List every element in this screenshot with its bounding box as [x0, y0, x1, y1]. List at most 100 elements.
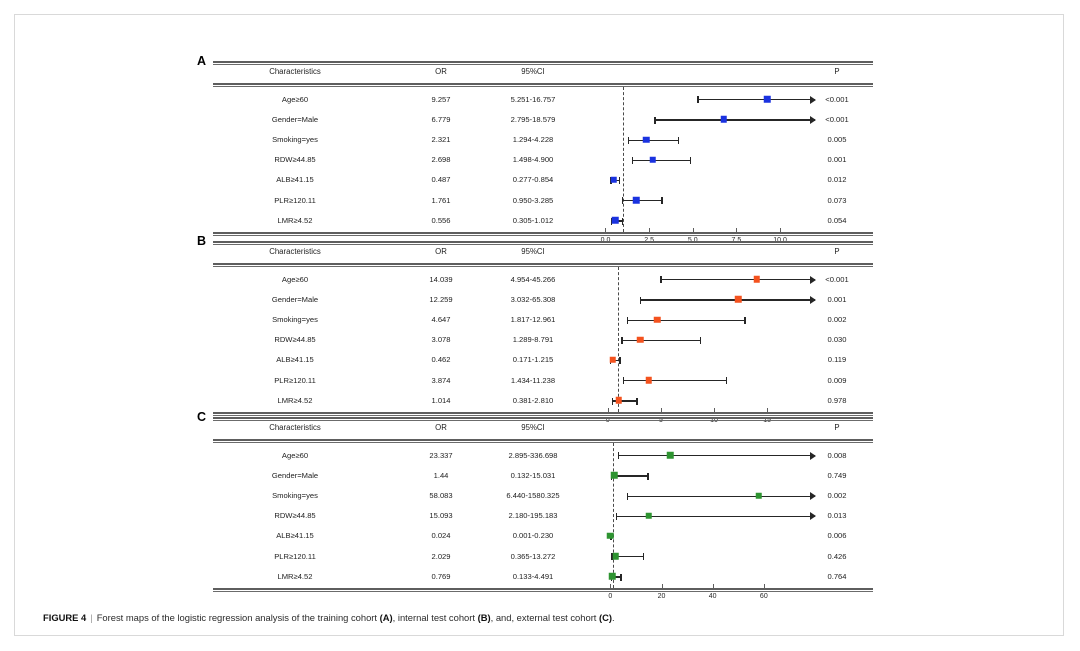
ci-cap-upper	[744, 316, 746, 324]
column-header-characteristics: Characteristics	[269, 247, 321, 256]
table-rule	[213, 232, 873, 234]
ci-cap-lower	[626, 492, 629, 500]
ci-cap-lower	[639, 296, 642, 304]
cell-ci: 2.180-195.183	[508, 511, 558, 521]
column-header-p: P	[834, 67, 840, 76]
x-axis-tick-label: 7.5	[732, 237, 742, 244]
cell-characteristic: LMR≥4.52	[277, 571, 313, 581]
point-estimate-marker	[637, 336, 644, 343]
cell-characteristic: RDW≥44.85	[274, 155, 316, 165]
cell-or: 12.259	[429, 294, 453, 304]
cell-p: 0.054	[827, 215, 847, 225]
cell-ci: 0.001-0.230	[512, 531, 554, 541]
confidence-interval-bar	[622, 197, 663, 205]
x-axis-tick	[780, 228, 782, 233]
cell-ci: 1.498-4.900	[512, 155, 554, 165]
point-estimate-marker	[755, 492, 763, 499]
cell-p: 0.764	[827, 571, 847, 581]
x-axis-tick-label: 0	[605, 417, 610, 425]
x-axis-tick-label: 5.0	[688, 237, 698, 244]
cell-or: 0.462	[431, 355, 451, 365]
ci-cap-upper	[618, 177, 621, 185]
table-rule	[213, 588, 873, 590]
ci-cap-lower	[627, 316, 629, 324]
cell-or: 0.024	[431, 531, 451, 541]
column-header-ci: 95%CI	[521, 247, 545, 256]
confidence-interval-bar	[654, 116, 816, 124]
cell-or: 3.078	[431, 335, 451, 345]
ci-cap-lower	[631, 156, 634, 164]
cell-or: 58.083	[429, 491, 453, 500]
reference-line	[622, 87, 624, 233]
cell-p: 0.009	[827, 375, 847, 385]
point-estimate-marker	[763, 95, 771, 103]
x-axis-tick-label: 5	[658, 417, 663, 425]
ci-cap-upper	[725, 377, 728, 385]
confidence-interval-bar	[639, 296, 816, 304]
x-axis-tick-label: 60	[759, 593, 768, 601]
ci-cap-upper	[621, 217, 624, 225]
cell-ci: 2.795-18.579	[510, 114, 556, 124]
column-header-or: OR	[435, 247, 447, 256]
cell-p: 0.002	[827, 315, 847, 324]
confidence-interval-bar	[611, 553, 645, 561]
reference-line	[612, 443, 614, 589]
ci-cap-upper	[619, 357, 621, 365]
cell-or: 3.874	[431, 375, 451, 385]
cell-ci: 5.251-16.757	[510, 94, 556, 104]
cell-p: <0.001	[825, 114, 849, 124]
ci-cap-lower	[628, 136, 630, 144]
point-estimate-marker	[753, 275, 761, 283]
figure-caption: FIGURE 4 | Forest maps of the logistic reg…	[43, 612, 1063, 624]
x-axis-tick-label: 0	[608, 593, 613, 601]
x-axis-tick	[661, 584, 663, 589]
cell-characteristic: LMR≥4.52	[277, 215, 313, 225]
table-rule	[213, 234, 873, 236]
cell-characteristic: ALB≥41.15	[276, 531, 314, 541]
confidence-interval-bar	[631, 156, 692, 164]
cell-or: 2.321	[431, 135, 451, 144]
caption-text-3: , and, external test cohort	[490, 612, 600, 623]
cell-ci: 0.133-4.491	[512, 571, 554, 581]
ci-cap-lower	[654, 116, 656, 124]
cell-or: 0.769	[431, 571, 451, 581]
confidence-interval-bar	[626, 492, 816, 501]
table-rule	[213, 241, 873, 243]
cell-ci: 3.032-65.308	[510, 294, 556, 304]
ci-cap-upper	[699, 336, 702, 344]
cell-characteristic: Gender=Male	[271, 294, 319, 304]
x-axis-tick	[607, 408, 609, 413]
cell-ci: 0.171-1.215	[512, 355, 554, 365]
x-axis-tick	[692, 228, 694, 233]
cell-p: 0.001	[827, 155, 847, 165]
ci-cap-upper	[677, 136, 680, 144]
cell-p: 0.426	[827, 551, 847, 561]
ci-cap-lower	[615, 512, 618, 520]
cell-p: <0.001	[825, 94, 849, 104]
cell-or: 14.039	[429, 274, 453, 284]
cell-ci: 1.817-12.961	[510, 315, 556, 324]
ci-arrow-upper	[809, 116, 816, 124]
cell-ci: 1.294-4.228	[512, 135, 554, 144]
table-rule	[213, 412, 873, 414]
ci-cap-lower	[621, 336, 623, 344]
table-rule	[213, 63, 873, 65]
column-header-characteristics: Characteristics	[269, 423, 321, 432]
ci-cap-lower	[622, 377, 625, 385]
cell-ci: 0.950-3.285	[512, 195, 554, 205]
table-rule	[213, 61, 873, 63]
confidence-interval-bar	[622, 377, 728, 385]
caption-text-4: .	[612, 612, 615, 623]
point-estimate-marker	[645, 512, 653, 519]
ci-arrow-upper	[809, 296, 816, 304]
cell-characteristic: PLR≥120.11	[274, 195, 316, 205]
table-rule	[213, 83, 873, 85]
point-estimate-marker	[610, 176, 618, 184]
x-axis-tick	[605, 228, 607, 233]
cell-ci: 1.434-11.238	[510, 375, 556, 385]
cell-or: 1.014	[431, 395, 451, 405]
confidence-interval-bar	[627, 316, 746, 324]
table-rule	[213, 85, 873, 87]
point-estimate-marker	[642, 136, 650, 143]
cell-characteristic: RDW≥44.85	[274, 511, 316, 521]
